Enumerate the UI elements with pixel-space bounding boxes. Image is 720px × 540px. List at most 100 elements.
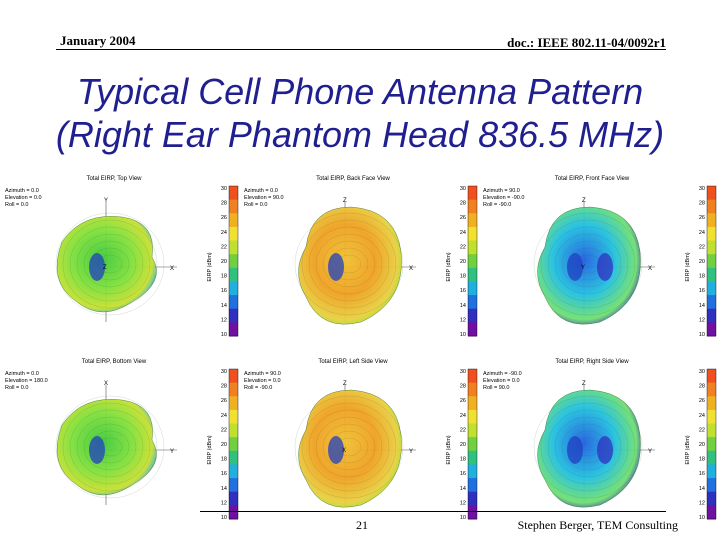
colorbar-label: EIRP (dBm) [446, 252, 452, 281]
colorbar-tick: 22 [221, 244, 227, 250]
colorbar-tick: 26 [460, 215, 466, 221]
pattern-plot: Total EIRP, Right Side View Azimuth = -90… [483, 359, 717, 521]
colorbar-label: EIRP (dBm) [207, 252, 213, 281]
colorbar-tick: 24 [221, 413, 227, 419]
slide-title-line1: Typical Cell Phone Antenna Pattern [76, 71, 644, 112]
radiation-lobe [298, 389, 402, 508]
colorbar-tick: 14 [699, 303, 705, 309]
pattern-plot: Total EIRP, Front Face View Azimuth = 90.… [483, 176, 717, 338]
colorbar-tick: 30 [699, 369, 705, 375]
colorbar-tick: 14 [460, 486, 466, 492]
footer-rule [200, 511, 666, 512]
colorbar-tick: 30 [460, 186, 466, 192]
colorbar-tick: 30 [460, 369, 466, 375]
colorbar-tick: 18 [460, 274, 466, 280]
colorbar-tick: 28 [460, 201, 466, 207]
axis-label: X [104, 381, 108, 387]
orientation-line: Roll = 0.0 [244, 202, 267, 208]
colorbar-tick: 10 [460, 332, 466, 338]
colorbar-tick: 10 [699, 332, 705, 338]
radiation-lobe [298, 206, 402, 325]
center-axis-label: X [342, 448, 346, 454]
colorbar-tick: 20 [460, 442, 466, 448]
colorbar-tick: 14 [221, 486, 227, 492]
header-doc-number: doc.: IEEE 802.11-04/0092r1 [507, 35, 666, 50]
orientation-line: Azimuth = -90.0 [483, 371, 522, 377]
colorbar-tick: 22 [699, 427, 705, 433]
footer-author: Stephen Berger, TEM Consulting [517, 518, 678, 532]
axis-label: Y [104, 198, 108, 204]
colorbar-tick: 10 [221, 515, 227, 521]
colorbar-tick: 26 [221, 215, 227, 221]
colorbar-tick: 16 [221, 471, 227, 477]
colorbar-tick: 14 [460, 303, 466, 309]
colorbar-tick: 10 [460, 515, 466, 521]
panel-title: Total EIRP, Front Face View [555, 176, 630, 182]
colorbar-tick: 12 [699, 500, 705, 506]
pattern-plot: Total EIRP, Bottom View Azimuth = 0.0Elev… [5, 359, 239, 521]
colorbar-tick: 12 [699, 317, 705, 323]
colorbar-tick: 10 [699, 515, 705, 521]
axis-label: X [409, 266, 413, 272]
colorbar-tick: 26 [699, 215, 705, 221]
colorbar-label: EIRP (dBm) [685, 435, 691, 464]
pattern-panel-1: Total EIRP, Top View Azimuth = 0.0 Elevati… [2, 172, 240, 352]
axis-label: Z [343, 198, 347, 204]
colorbar-tick: 28 [460, 384, 466, 390]
colorbar-tick: 20 [460, 259, 466, 265]
axis-label: Z [582, 198, 586, 204]
colorbar-tick: 22 [699, 244, 705, 250]
colorbar-tick: 18 [699, 457, 705, 463]
slide-title-line2: (Right Ear Phantom Head 836.5 MHz) [55, 114, 665, 155]
colorbar-tick: 18 [460, 457, 466, 463]
axis-label: Y [409, 449, 413, 455]
colorbar-tick: 28 [699, 384, 705, 390]
axis-label: X [170, 266, 174, 272]
colorbar-label: EIRP (dBm) [446, 435, 452, 464]
header-rule [56, 49, 666, 50]
colorbar-tick: 30 [699, 186, 705, 192]
colorbar-tick: 18 [221, 457, 227, 463]
panel-title: Total EIRP, Right Side View [555, 359, 629, 365]
colorbar-tick: 16 [460, 471, 466, 477]
orientation-line: Elevation = 90.0 [244, 195, 284, 201]
colorbar-tick: 20 [221, 442, 227, 448]
orientation-line: Elevation = 0.0 [5, 195, 42, 201]
colorbar-tick: 22 [460, 427, 466, 433]
colorbar-tick: 24 [699, 413, 705, 419]
radiation-lobe [56, 216, 157, 313]
orientation-line: Azimuth = 0.0 [244, 188, 278, 194]
panel-title: Total EIRP, Left Side View [318, 359, 388, 365]
orientation-line: Elevation = 0.0 [483, 378, 520, 384]
orientation-line: Azimuth = 0.0 [5, 371, 39, 377]
colorbar-tick: 16 [699, 288, 705, 294]
orientation-line: Roll = 0.0 [5, 385, 28, 391]
colorbar-tick: 22 [221, 427, 227, 433]
orientation-line: Azimuth = 90.0 [483, 188, 520, 194]
orientation-line: Roll = -90.0 [483, 202, 511, 208]
orientation-line: Roll = 0.0 [5, 202, 28, 208]
orientation-line: Elevation = -90.0 [483, 195, 524, 201]
axis-label: Y [648, 449, 652, 455]
center-axis-label: Y [581, 265, 585, 271]
axis-label: Y [170, 449, 174, 455]
colorbar-tick: 24 [221, 230, 227, 236]
colorbar-tick: 20 [699, 259, 705, 265]
colorbar-tick: 12 [221, 500, 227, 506]
colorbar-tick: 16 [699, 471, 705, 477]
pattern-panel-5: Total EIRP, Left Side View Azimuth = 90.0… [241, 355, 479, 535]
colorbar-tick: 12 [460, 500, 466, 506]
orientation-line: Elevation = 0.0 [244, 378, 281, 384]
colorbar-tick: 14 [699, 486, 705, 492]
pattern-panel-3: Total EIRP, Front Face View Azimuth = 90.… [480, 172, 718, 352]
colorbar-tick: 28 [699, 201, 705, 207]
orientation-line: Roll = 90.0 [483, 385, 509, 391]
axis-label: X [648, 266, 652, 272]
colorbar-tick: 18 [699, 274, 705, 280]
colorbar-tick: 30 [221, 186, 227, 192]
colorbar-tick: 28 [221, 201, 227, 207]
colorbar-tick: 26 [460, 398, 466, 404]
orientation-line: Azimuth = 0.0 [5, 188, 39, 194]
center-axis-label: Z [103, 265, 107, 271]
colorbar-tick: 16 [221, 288, 227, 294]
